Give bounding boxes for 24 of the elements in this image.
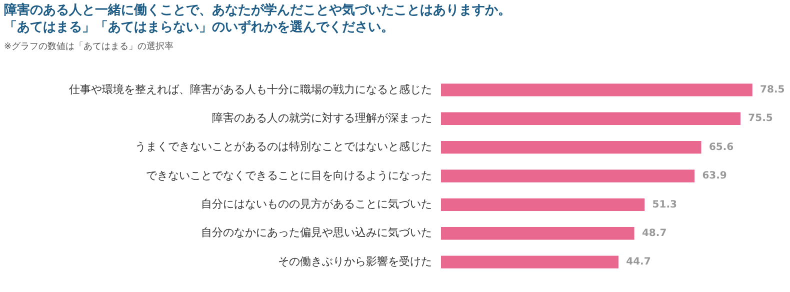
y-tick-label: 障害のある人の就労に対する理解が深まった <box>212 111 432 124</box>
y-tick-label: うまくできないことがあるのは特別なことではないと感じた <box>135 140 432 154</box>
data-label: 51.3 <box>652 199 677 210</box>
y-tick-label: 仕事や環境を整えれば、障害がある人も十分に職場の戦力になると感じた <box>69 82 432 96</box>
data-label: 63.9 <box>702 170 727 182</box>
text: 「あてはまる」「あてはまらない」のいずれかを選んでください。 <box>4 20 394 35</box>
data-label: 78.5 <box>760 84 785 96</box>
data-label: 44.7 <box>626 256 651 268</box>
bar <box>441 227 634 240</box>
text: ※グラフの数値は「あてはまる」の選択率 <box>4 40 174 53</box>
bar <box>441 198 645 212</box>
y-tick-label: 自分にはないものの見方があることに気づいた <box>201 198 432 211</box>
bar <box>441 256 618 268</box>
y-tick-label: その働きぶりから影響を受けた <box>278 254 432 268</box>
data-label: 48.7 <box>642 228 667 239</box>
y-tick-label: できないことでなくできることに目を向けるようになった <box>146 168 432 182</box>
bar <box>441 140 702 154</box>
text: 障害のある人と一緒に働くことで、あなたが学んだことや気づいたことはありますか。 <box>4 3 511 18</box>
y-tick-label: 自分のなかにあった偏見や思い込みに気づいた <box>201 226 432 240</box>
data-label: 75.5 <box>748 113 773 124</box>
bar <box>441 84 752 96</box>
bar <box>441 170 695 182</box>
bar <box>441 112 740 125</box>
data-label: 65.6 <box>708 142 734 153</box>
